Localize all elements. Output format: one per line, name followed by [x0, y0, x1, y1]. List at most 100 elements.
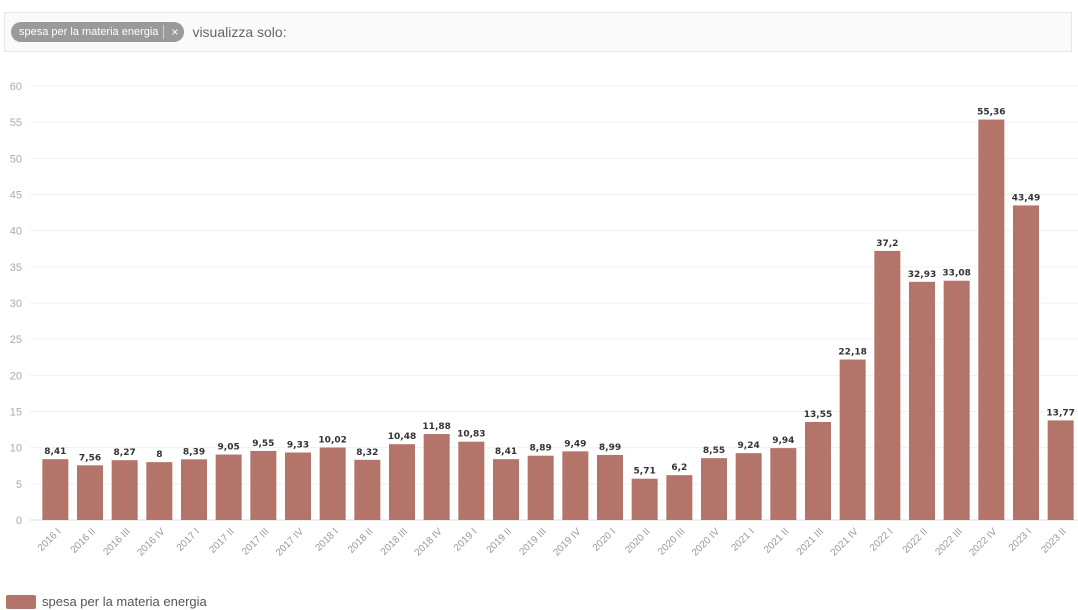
x-tick-label: 2018 III: [379, 526, 410, 557]
data-label: 9,24: [738, 441, 760, 451]
data-label: 37,2: [876, 239, 898, 249]
data-label: 13,55: [804, 410, 832, 420]
x-tick-label: 2020 I: [591, 526, 618, 553]
bar: [909, 281, 935, 520]
bar: [631, 478, 658, 520]
bar: [666, 475, 693, 520]
bar: [874, 250, 901, 521]
x-tick-label: 2020 II: [623, 526, 652, 555]
x-tick-label: 2017 II: [207, 526, 236, 555]
data-label: 8,39: [183, 447, 205, 457]
data-label: 13,77: [1046, 408, 1074, 418]
data-label: 8,41: [44, 447, 66, 457]
x-tick-label: 2016 III: [101, 526, 132, 557]
bar: [735, 453, 762, 520]
data-label: 9,49: [564, 439, 586, 449]
x-tick-label: 2022 III: [933, 526, 964, 557]
data-label: 9,94: [772, 436, 794, 446]
bar: [943, 280, 970, 520]
x-tick-label: 2022 I: [868, 526, 895, 553]
y-tick-label: 10: [10, 443, 22, 455]
y-tick-label: 35: [10, 262, 22, 274]
filter-bar: spesa per la materia energia × visualizz…: [4, 12, 1072, 52]
x-tick-label: 2020 IV: [690, 526, 722, 558]
y-tick-label: 25: [10, 334, 22, 346]
series-filter-chip-label: spesa per la materia energia: [19, 26, 159, 38]
data-label: 8,32: [356, 448, 378, 458]
x-tick-label: 2022 IV: [967, 526, 999, 558]
legend-swatch: [6, 594, 36, 609]
data-label: 6,2: [671, 463, 687, 473]
data-label: 8,89: [530, 444, 552, 454]
data-label: 32,93: [908, 270, 936, 280]
chip-divider: [163, 25, 165, 39]
bar: [146, 462, 173, 520]
series-filter-chip[interactable]: spesa per la materia energia ×: [11, 22, 185, 42]
x-tick-label: 2021 II: [762, 526, 791, 555]
x-tick-label: 2019 IV: [551, 526, 583, 558]
x-tick-label: 2020 III: [656, 526, 687, 557]
y-tick-label: 55: [10, 117, 22, 129]
close-icon[interactable]: ×: [171, 25, 179, 39]
data-label: 8: [156, 450, 162, 460]
x-tick-label: 2018 I: [313, 526, 340, 553]
x-tick-label: 2019 II: [485, 526, 514, 555]
bar: [215, 454, 242, 520]
data-label: 10,83: [457, 430, 485, 440]
x-tick-label: 2019 I: [452, 526, 479, 553]
x-tick-label: 2017 III: [240, 526, 271, 557]
bar: [978, 119, 1005, 520]
x-tick-label: 2016 II: [69, 526, 98, 555]
y-tick-label: 15: [10, 407, 22, 419]
bar: [701, 458, 727, 520]
data-label: 10,48: [388, 432, 416, 442]
x-tick-label: 2018 II: [346, 526, 375, 555]
data-label: 43,49: [1012, 193, 1040, 203]
data-label: 22,18: [838, 348, 866, 358]
bar: [42, 459, 69, 520]
x-tick-label: 2018 IV: [413, 526, 445, 558]
y-tick-label: 30: [10, 298, 22, 310]
bar: [770, 448, 797, 520]
x-tick-label: 2022 II: [901, 526, 930, 555]
x-tick-label: 2016 IV: [135, 526, 167, 558]
bar: [493, 459, 519, 520]
bar: [839, 359, 866, 520]
y-tick-label: 5: [16, 479, 22, 491]
bar: [527, 455, 554, 520]
data-label: 7,56: [79, 453, 101, 463]
bar: [1013, 205, 1039, 520]
legend[interactable]: spesa per la materia energia: [6, 594, 207, 609]
x-tick-label: 2023 I: [1007, 526, 1034, 553]
y-tick-label: 40: [10, 226, 22, 238]
show-only-label: visualizza solo:: [192, 24, 287, 40]
data-label: 11,88: [422, 422, 450, 432]
data-label: 55,36: [977, 108, 1005, 118]
y-tick-label: 0: [16, 515, 22, 527]
data-label: 8,27: [114, 448, 136, 458]
x-tick-label: 2019 III: [517, 526, 548, 557]
data-label: 10,02: [318, 436, 346, 446]
bar: [285, 452, 311, 520]
data-label: 5,71: [634, 467, 656, 477]
bar: [354, 459, 381, 520]
data-label: 8,99: [599, 443, 621, 453]
x-tick-label: 2017 IV: [274, 526, 306, 558]
bar: [423, 434, 450, 520]
legend-label: spesa per la materia energia: [42, 594, 207, 609]
data-label: 33,08: [942, 269, 970, 279]
bar: [250, 450, 277, 520]
x-tick-label: 2021 IV: [829, 526, 861, 558]
bar: [597, 454, 623, 520]
bar: [389, 444, 415, 520]
y-tick-label: 60: [10, 81, 22, 93]
bar: [181, 459, 207, 520]
bar: [111, 460, 138, 520]
data-label: 8,41: [495, 447, 517, 457]
data-label: 8,55: [703, 446, 725, 456]
data-label: 9,33: [287, 441, 309, 451]
bar: [319, 447, 346, 520]
y-tick-label: 50: [10, 153, 22, 165]
y-tick-label: 45: [10, 190, 22, 202]
data-label: 9,05: [218, 443, 240, 453]
